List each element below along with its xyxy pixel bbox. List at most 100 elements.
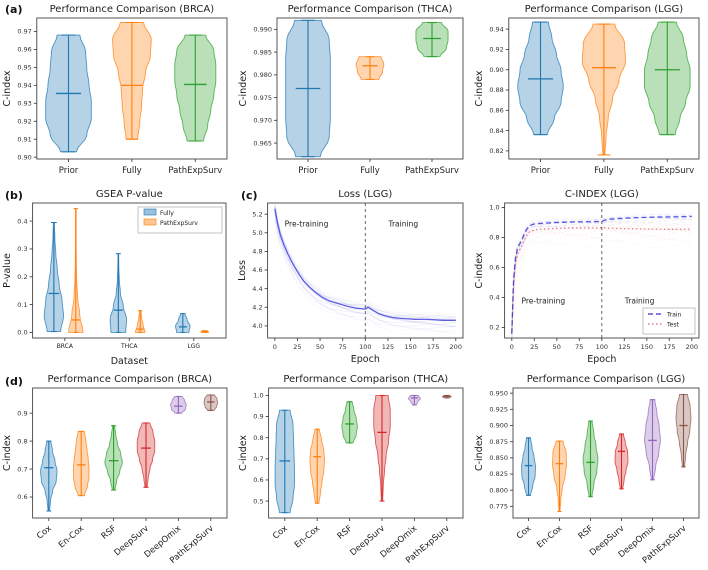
annotation-training: Training: [387, 219, 418, 228]
panel-a-brca: Performance Comparison (BRCA) 0.90 0.91 0.9…: [0, 0, 236, 189]
svg-text:0.8: 0.8: [17, 437, 27, 445]
svg-text:200: 200: [686, 343, 698, 351]
x-tick-label: Prior: [59, 166, 79, 176]
violin-DeepSurv: [373, 394, 391, 502]
svg-text:0.775: 0.775: [489, 503, 508, 511]
panel-c-loss: Loss (LGG) 4.0 4.2 4.4 4.6 4.8 5.0 5.2 Loss Epoch…: [235, 185, 472, 374]
violin-DeepSurv: [614, 433, 629, 490]
violin-Prior: [45, 34, 92, 153]
svg-text:0.82: 0.82: [489, 147, 503, 155]
x-axis-label: Epoch: [351, 354, 380, 365]
svg-text:0.93: 0.93: [17, 100, 31, 108]
svg-text:0.985: 0.985: [253, 48, 272, 56]
svg-text:0.92: 0.92: [489, 46, 503, 54]
violin-PathExpSurv: [415, 22, 449, 58]
x-axis-label: Epoch: [587, 354, 616, 365]
svg-text:0.97: 0.97: [17, 28, 31, 36]
svg-text:0.95: 0.95: [17, 64, 31, 72]
violin-RSF: [341, 401, 358, 444]
svg-text:0: 0: [273, 343, 277, 351]
svg-text:0.825: 0.825: [489, 470, 508, 478]
violin-PathExpSurv: [174, 34, 217, 142]
panel-b-gsea: GSEA P-value 0.0 0.1 0.2 0.3 0.4 P-value Datase…: [0, 185, 235, 374]
svg-text:0.970: 0.970: [253, 117, 272, 125]
violin-chart-a-thca: Performance Comparison (THCA) 0.965 0.970 0…: [238, 4, 464, 176]
y-axis-label: C-index: [474, 435, 485, 471]
svg-text:0.9: 0.9: [17, 409, 27, 417]
svg-text:50: 50: [316, 343, 324, 351]
violin-DeepOmix: [644, 399, 661, 481]
chart-title: Performance Comparison (LGG): [527, 374, 686, 385]
violin-THCA-Fully: [109, 253, 128, 333]
panel-label-b: (b): [5, 189, 23, 202]
y-axis-label: C-index: [474, 70, 485, 106]
series-train: [511, 213, 692, 338]
line-chart-c-loss: Loss (LGG) 4.0 4.2 4.4 4.6 4.8 5.0 5.2 Loss Epoch…: [237, 189, 464, 365]
annotation-pre-training: Pre-training: [521, 297, 565, 306]
svg-text:0.925: 0.925: [489, 406, 508, 414]
svg-text:4.8: 4.8: [252, 248, 262, 256]
svg-text:50: 50: [553, 343, 561, 351]
violin-Fully: [355, 56, 385, 80]
svg-text:0.4: 0.4: [489, 294, 499, 302]
chart-title: C-INDEX (LGG): [565, 189, 639, 200]
svg-text:100: 100: [596, 343, 608, 351]
svg-text:5.0: 5.0: [252, 229, 262, 237]
svg-text:0.950: 0.950: [489, 389, 508, 397]
x-tick-label: Fully: [594, 166, 614, 176]
violin-RSF: [104, 425, 123, 491]
panel-d-thca: Performance Comparison (THCA) 0.5 0.6 0.7 0.…: [236, 370, 472, 570]
svg-text:0.9: 0.9: [253, 413, 263, 421]
svg-text:150: 150: [404, 343, 416, 351]
legend: Train Test: [642, 307, 696, 335]
violin-Cox: [274, 409, 295, 514]
svg-text:0.0: 0.0: [17, 329, 27, 337]
panel-d-brca: Performance Comparison (BRCA) 0.6 0.7 0.8 0.…: [0, 370, 236, 570]
violin-Fully: [581, 23, 627, 156]
svg-text:0.90: 0.90: [17, 153, 31, 161]
violin-PathExpSurv: [441, 394, 452, 399]
svg-text:0.900: 0.900: [489, 422, 508, 430]
violin-chart-d-lgg: Performance Comparison (LGG) 0.775 0.800 0.…: [474, 374, 700, 566]
svg-text:25: 25: [530, 343, 538, 351]
y-axis-label: C-index: [238, 70, 249, 106]
x-tick-label: Fully: [360, 166, 380, 176]
violin-chart-b-gsea: GSEA P-value 0.0 0.1 0.2 0.3 0.4 P-value Datase…: [2, 189, 227, 367]
svg-text:0.965: 0.965: [253, 139, 272, 147]
svg-text:0.2: 0.2: [17, 273, 27, 281]
svg-text:4.4: 4.4: [252, 285, 262, 293]
svg-text:0.7: 0.7: [253, 455, 263, 463]
violin-Prior: [517, 21, 564, 136]
x-tick-label: THCA: [120, 343, 138, 350]
x-tick-label: RSF: [336, 524, 355, 542]
violin-LGG-Fully: [175, 313, 191, 333]
svg-text:0.94: 0.94: [17, 82, 31, 90]
violin-chart-d-thca: Performance Comparison (THCA) 0.5 0.6 0.7 0.…: [238, 374, 464, 566]
violin-DeepOmix: [170, 395, 187, 414]
x-axis-label: Dataset: [111, 356, 148, 367]
x-tick-label: BRCA: [57, 343, 74, 350]
violin-chart-a-lgg: Performance Comparison (LGG) 0.82 0.84 0.86…: [474, 4, 700, 176]
svg-text:0.86: 0.86: [489, 107, 503, 115]
x-tick-label: PathExpSurv: [405, 166, 459, 176]
series-test: [511, 215, 692, 338]
panel-a-thca: Performance Comparison (THCA) 0.965 0.970 0…: [236, 0, 472, 189]
violin-THCA-PathExpSurv: [134, 310, 146, 333]
x-tick-label: LGG: [187, 343, 200, 350]
svg-text:0.94: 0.94: [489, 25, 503, 33]
x-tick-label: Prior: [531, 166, 551, 176]
svg-text:75: 75: [339, 343, 347, 351]
plot-area: [511, 203, 692, 338]
violin-En-Cox: [72, 430, 90, 497]
svg-text:4.6: 4.6: [252, 266, 262, 274]
chart-title: Performance Comparison (LGG): [525, 4, 684, 15]
y-axis-label: C-index: [238, 435, 249, 471]
y-axis-label: C-index: [2, 70, 13, 106]
x-tick-label: Cox: [35, 524, 54, 542]
violin-Prior: [285, 19, 331, 158]
chart-title: Performance Comparison (THCA): [283, 374, 448, 385]
svg-text:175: 175: [663, 343, 675, 351]
plot-area: [274, 203, 456, 338]
x-tick-label: Cox: [271, 524, 290, 542]
